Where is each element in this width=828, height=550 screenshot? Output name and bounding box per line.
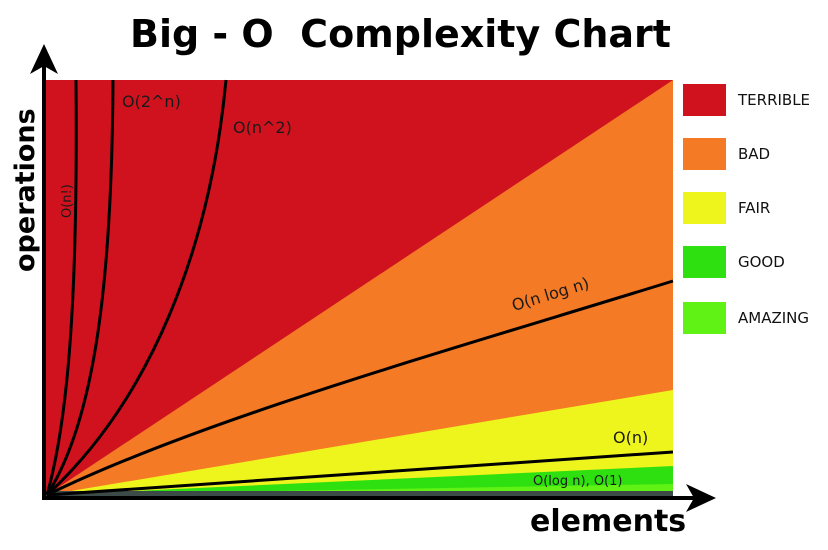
curve-quadratic — [45, 79, 228, 497]
legend-item-terrible: TERRIBLE — [683, 84, 810, 116]
y-axis-label: operations — [10, 108, 41, 272]
legend-item-good: GOOD — [683, 246, 785, 278]
x-axis-label: elements — [530, 504, 687, 539]
curve-factorial — [45, 79, 78, 496]
region-bad — [47, 80, 673, 496]
curve-exponential — [45, 79, 115, 496]
legend-label-good: GOOD — [738, 253, 785, 271]
legend-swatch-fair — [683, 192, 726, 224]
label-quadratic: O(n^2) — [233, 118, 292, 137]
legend-item-fair: FAIR — [683, 192, 770, 224]
label-exponential: O(2^n) — [122, 92, 181, 111]
region-fair — [47, 390, 673, 496]
legend-swatch-terrible — [683, 84, 726, 116]
baseline-strip — [44, 491, 673, 496]
legend-label-fair: FAIR — [738, 199, 771, 217]
legend-item-amazing: AMAZING — [683, 302, 809, 334]
legend-label-terrible: TERRIBLE — [738, 91, 811, 109]
legend-label-amazing: AMAZING — [738, 309, 810, 327]
legend-swatch-good — [683, 246, 726, 278]
label-linear: O(n) — [613, 428, 649, 447]
label-factorial: O(n!) — [60, 184, 75, 218]
curve-linear — [46, 450, 674, 497]
label-log-const: O(log n), O(1) — [533, 474, 623, 489]
chart-title: Big - O Complexity Chart — [130, 12, 671, 56]
legend-label-bad: BAD — [738, 145, 771, 163]
curve-nlogn — [46, 279, 674, 497]
legend-item-bad: BAD — [683, 138, 770, 170]
legend-swatch-bad — [683, 138, 726, 170]
y-axis-arrow-icon — [30, 44, 58, 74]
legend-swatch-amazing — [683, 302, 726, 334]
x-axis-arrow-icon — [686, 484, 716, 512]
